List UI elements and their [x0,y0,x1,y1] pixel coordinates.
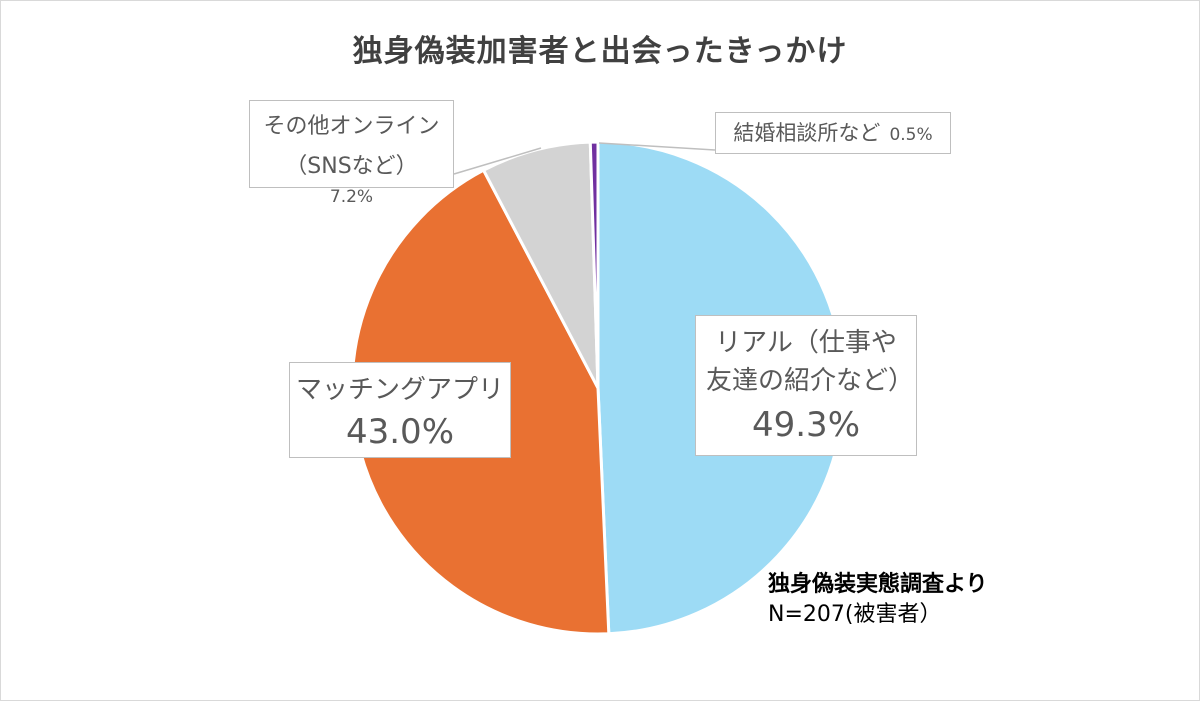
data-label-matching-app: マッチングアプリ 43.0% [289,362,511,458]
data-label-real: リアル（仕事や友達の紹介など） 49.3% [695,315,917,456]
slice-value-marriage-agency: 0.5% [889,125,933,145]
slice-value-other-online: 7.2% [329,187,374,207]
slice-value-matching-app: 43.0% [345,412,454,452]
data-label-marriage-agency: 結婚相談所など 0.5% [715,112,951,154]
source-line-2: N=207(被害者） [768,602,942,627]
source-line-1: 独身偽装実態調査より [768,572,988,597]
data-label-other-online: その他オンライン（SNSなど） 7.2% [249,100,454,207]
leader-line-marriage-agency [598,142,716,151]
slice-value-real: 49.3% [751,405,860,445]
slice-label-other-online: その他オンライン（SNSなど） [263,114,440,179]
source-note: 独身偽装実態調査より N=207(被害者） [768,570,988,630]
slice-label-marriage-agency: 結婚相談所など [733,121,881,145]
slice-label-real: リアル（仕事や友達の紹介など） [706,328,915,396]
slice-label-matching-app: マッチングアプリ [295,375,504,405]
leader-line-other-online [453,147,542,175]
chart-title: 独身偽装加害者と出会ったきっかけ [352,34,848,69]
pie-slice-marriage-agency [588,140,600,390]
